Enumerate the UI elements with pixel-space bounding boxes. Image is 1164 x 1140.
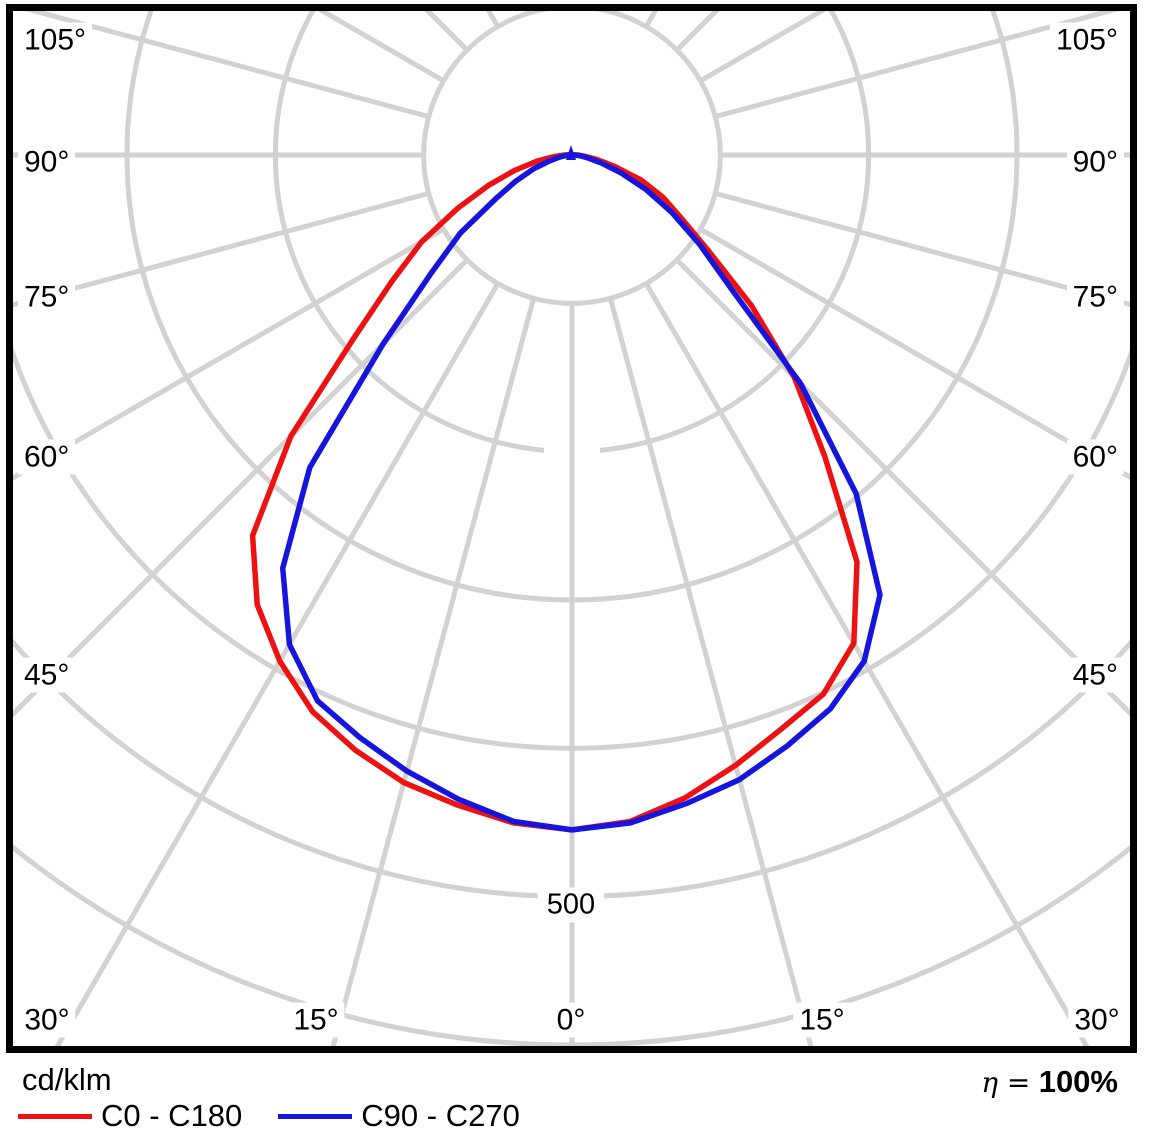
angle-label-right-75: 75°: [1066, 279, 1124, 315]
angle-label-left-45: 45°: [18, 657, 76, 693]
angle-label-bottom-15-left: 15°: [287, 1002, 345, 1038]
angle-label-left-105: 105°: [18, 22, 93, 58]
unit-label: cd/klm: [22, 1062, 112, 1097]
c90-c270-label: C90 - C270: [361, 1098, 520, 1133]
eta-symbol: η =: [981, 1066, 1031, 1099]
angle-label-right-45: 45°: [1066, 657, 1124, 693]
radial-tick-label-500: 500: [537, 887, 605, 923]
c90-c270-swatch: [278, 1113, 353, 1119]
angle-label-bottom-30-left: 30°: [18, 1002, 76, 1038]
angle-label-bottom-0: 0°: [550, 1002, 592, 1038]
angle-label-right-90: 90°: [1066, 144, 1124, 180]
angle-label-right-60: 60°: [1066, 439, 1124, 475]
angle-label-bottom-30-right: 30°: [1068, 1002, 1126, 1038]
angle-label-bottom-15-right: 15°: [793, 1002, 851, 1038]
c0-c180-label: C0 - C180: [101, 1098, 243, 1133]
c0-c180-swatch: [18, 1113, 92, 1119]
eta-value: 100%: [1038, 1064, 1118, 1099]
angle-label-left-60: 60°: [18, 439, 76, 475]
angle-label-left-90: 90°: [18, 144, 76, 180]
legend: C0 - C180 C90 - C270: [18, 1098, 520, 1134]
efficiency-label: η = 100%: [981, 1064, 1118, 1100]
angle-label-left-75: 75°: [18, 279, 76, 315]
angle-label-right-105: 105°: [1049, 22, 1124, 58]
